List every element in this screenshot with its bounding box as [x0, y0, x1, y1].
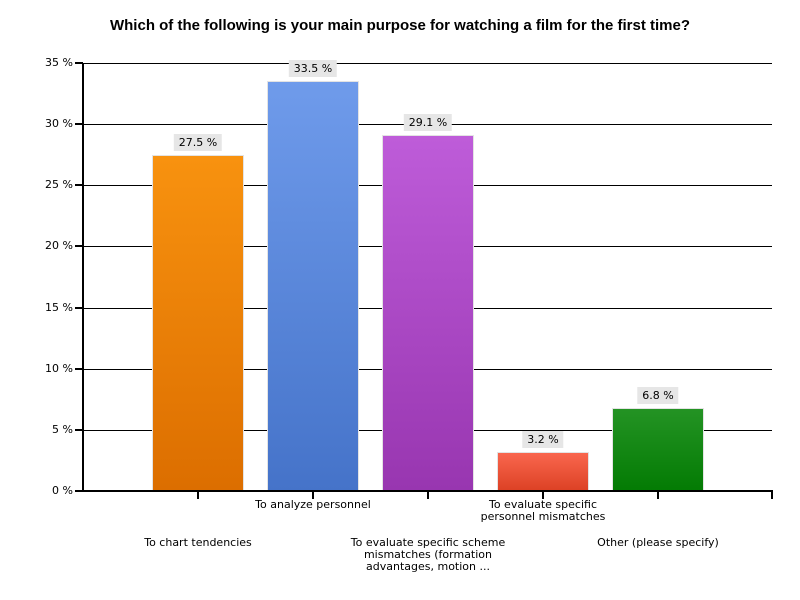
- x-axis-tick: [542, 492, 544, 499]
- y-axis-tick: [75, 245, 83, 248]
- y-axis-tick-label: 30 %: [45, 117, 73, 131]
- y-axis-tick: [75, 428, 83, 431]
- x-axis-category-label: Other (please specify): [597, 536, 719, 549]
- x-axis-category-label: To chart tendencies: [144, 536, 252, 549]
- y-axis-tick-label: 20 %: [45, 239, 73, 253]
- y-axis-tick-label: 15 %: [45, 300, 73, 314]
- bar-value-label: 6.8 %: [637, 386, 679, 404]
- bar: [152, 154, 244, 491]
- y-axis-tick: [75, 184, 83, 187]
- bar: [382, 135, 474, 491]
- bar: [497, 451, 589, 491]
- y-axis-tick: [75, 490, 83, 492]
- y-axis-tick: [75, 62, 83, 64]
- x-axis-tick: [657, 492, 659, 499]
- x-axis-line: [82, 490, 773, 492]
- bar: [612, 407, 704, 491]
- x-axis-tick: [197, 492, 199, 499]
- plot-area: 27.5 % 33.5 % 29.1 % 3.2 % 6.8 %: [84, 60, 772, 491]
- y-axis-tick: [75, 306, 83, 309]
- y-axis-line: [82, 63, 84, 491]
- y-axis-tick-label: 25 %: [45, 178, 73, 192]
- x-axis-category-label: To analyze personnel: [255, 498, 371, 511]
- bar-value-label: 29.1 %: [403, 114, 453, 132]
- x-axis-tick: [427, 492, 429, 499]
- x-axis-tick: [312, 492, 314, 499]
- bar-value-label: 33.5 %: [288, 60, 338, 78]
- y-axis-tick-label: 35 %: [45, 56, 73, 69]
- bar-value-label: 27.5 %: [173, 133, 223, 151]
- y-axis-tick-label: 5 %: [52, 422, 73, 436]
- bar: [267, 81, 359, 491]
- y-axis-tick-label: 10 %: [45, 361, 73, 375]
- chart-title: Which of the following is your main purp…: [109, 17, 691, 34]
- y-axis-tick: [75, 367, 83, 370]
- y-axis-tick: [75, 123, 83, 126]
- x-axis-category-label: To evaluate specific scheme mismatches (…: [350, 536, 506, 573]
- x-axis-category-label: To evaluate specific personnel mismatche…: [480, 498, 606, 523]
- bar-value-label: 3.2 %: [522, 430, 564, 448]
- x-axis-end-tick: [771, 490, 773, 499]
- y-axis-tick-label: 0 %: [52, 484, 73, 497]
- gridline: [84, 63, 772, 64]
